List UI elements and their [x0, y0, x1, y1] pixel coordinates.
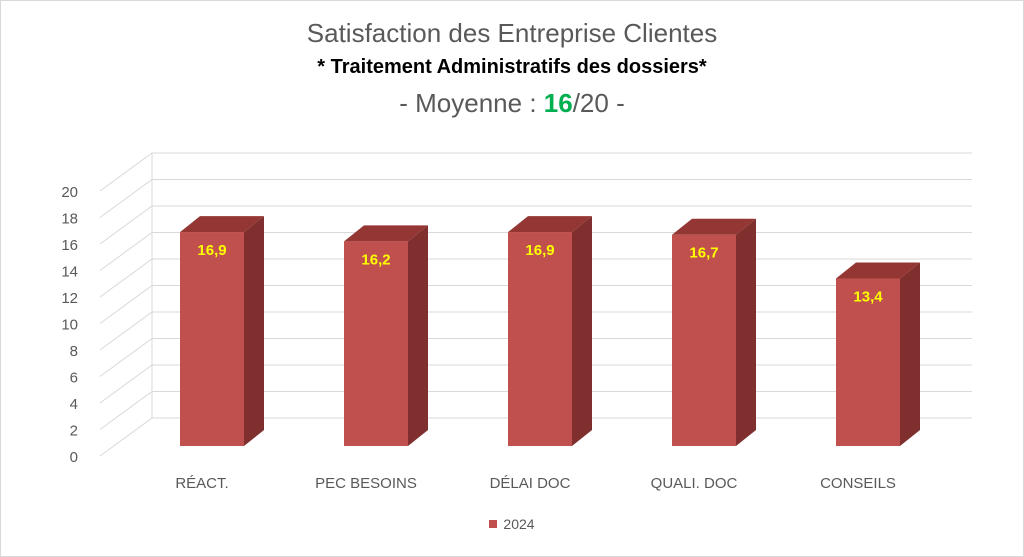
- y-tick-label: 8: [70, 343, 78, 360]
- data-label: 16,7: [689, 245, 718, 262]
- data-label: 16,2: [361, 251, 390, 268]
- bar-side: [736, 218, 756, 446]
- chart-average: - Moyenne : 16/20 -: [0, 88, 1024, 119]
- bar-side: [900, 262, 920, 446]
- x-tick-label: DÉLAI DOC: [490, 475, 571, 492]
- bar: [344, 241, 408, 446]
- bar-top: [508, 216, 592, 233]
- y-tick-label: 0: [70, 449, 78, 466]
- y-tick-label: 18: [61, 211, 78, 228]
- y-tick-label: 14: [61, 264, 78, 281]
- legend-label: 2024: [503, 516, 535, 532]
- bar-top: [344, 225, 428, 242]
- data-label: 16,9: [197, 242, 226, 259]
- gridline: [99, 179, 972, 218]
- legend-swatch: [489, 520, 498, 529]
- bar: [508, 232, 572, 446]
- y-tick-label: 20: [61, 184, 78, 201]
- bar: [672, 234, 736, 446]
- bar-side: [572, 216, 592, 446]
- x-tick-label: QUALI. DOC: [651, 475, 738, 492]
- y-tick-label: 6: [70, 370, 78, 387]
- average-prefix: - Moyenne :: [399, 88, 544, 118]
- bar: [180, 232, 244, 446]
- bar-side: [408, 225, 428, 446]
- chart-title: Satisfaction des Entreprise Clientes: [306, 18, 718, 48]
- y-tick-label: 10: [61, 317, 78, 334]
- average-value: 16: [543, 88, 573, 118]
- y-tick-label: 4: [70, 396, 78, 413]
- bar-top: [672, 218, 756, 235]
- bar-top: [180, 216, 264, 233]
- data-label: 16,9: [525, 242, 554, 259]
- x-tick-label: CONSEILS: [820, 475, 896, 492]
- data-label: 13,4: [853, 288, 883, 305]
- average-suffix: /20 -: [572, 88, 625, 118]
- y-tick-label: 2: [70, 423, 78, 440]
- gridline: [99, 152, 972, 192]
- y-tick-label: 12: [61, 290, 78, 307]
- bar: [836, 278, 900, 446]
- legend: 2024: [0, 516, 1024, 532]
- chart-subtitle: * Traitement Administratifs des dossiers…: [317, 56, 707, 78]
- y-tick-label: 16: [61, 237, 78, 254]
- x-tick-label: PEC BESOINS: [315, 475, 417, 492]
- bar-side: [244, 216, 264, 446]
- bar-top: [836, 262, 920, 279]
- x-tick-label: RÉACT.: [175, 475, 228, 492]
